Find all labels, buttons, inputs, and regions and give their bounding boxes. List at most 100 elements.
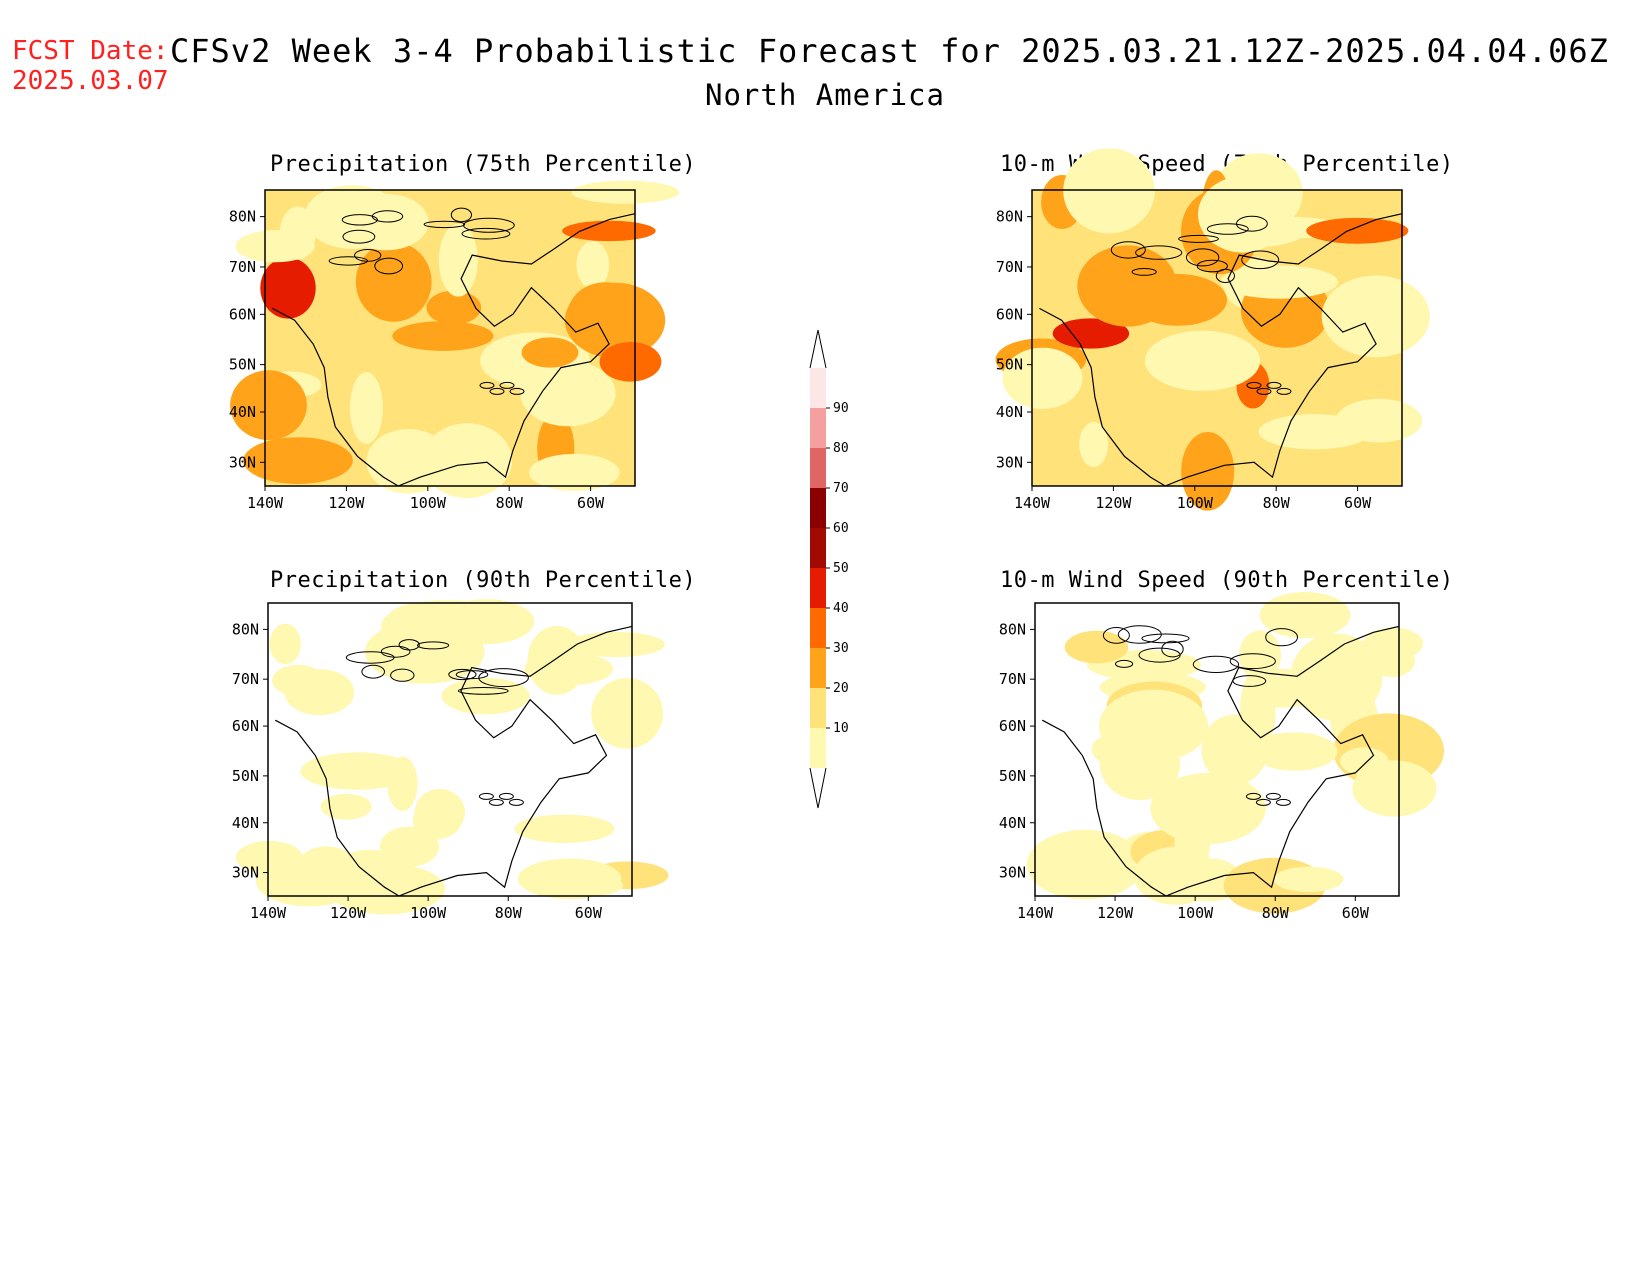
island-outline xyxy=(1135,245,1183,260)
legend-swatch xyxy=(810,368,826,408)
probability-shading xyxy=(527,626,587,695)
island-outline xyxy=(1178,234,1219,243)
probability-shading xyxy=(1258,414,1371,450)
probability-shading xyxy=(1201,714,1268,785)
map-panel-precip-75: 140W 120W 100W 80W 60W 30N 40N 50N 60N 70N 80N xyxy=(229,180,679,512)
lake-outline xyxy=(1265,792,1281,800)
island-outline xyxy=(1192,655,1240,674)
lat-tick-label: 50N xyxy=(996,356,1023,374)
island-outline xyxy=(1196,259,1228,273)
map-panel-wind-75: 140W 120W 100W 80W 60W 30N 40N 50N 60N 70N 80N xyxy=(995,148,1430,512)
lake-outline xyxy=(479,381,495,389)
lat-tick-label: 50N xyxy=(232,767,259,785)
lat-tick-label: 70N xyxy=(229,258,256,276)
probability-shading xyxy=(1259,592,1351,639)
island-outline xyxy=(345,651,395,664)
island-outline xyxy=(1161,640,1184,658)
probability-shading xyxy=(1306,217,1409,244)
probability-shading xyxy=(1144,330,1261,391)
lat-tick-label: 40N xyxy=(232,814,259,832)
probability-shading xyxy=(1220,265,1339,299)
lake-outline xyxy=(498,792,514,800)
island-outline xyxy=(1236,215,1268,232)
coastline xyxy=(272,213,636,487)
lon-tick-label: 60W xyxy=(575,904,603,922)
legend-label: 60 xyxy=(833,521,849,536)
island-outline xyxy=(1110,241,1146,259)
legend-label: 30 xyxy=(833,641,849,656)
lake-outline xyxy=(489,387,505,395)
island-outline xyxy=(1229,653,1276,670)
island-outline xyxy=(374,257,404,275)
island-outline xyxy=(1206,223,1249,235)
probability-shading xyxy=(1077,245,1178,327)
lat-tick-label: 80N xyxy=(232,620,259,638)
coastline xyxy=(275,625,633,897)
legend-swatch xyxy=(810,608,826,648)
island-outline xyxy=(478,668,529,688)
lon-tick-label: 120W xyxy=(1095,494,1132,512)
probability-shading xyxy=(1079,421,1108,468)
probability-shading xyxy=(269,623,301,665)
probability-shading xyxy=(517,858,622,900)
probability-shading xyxy=(255,854,363,907)
probability-shading xyxy=(1174,798,1210,882)
lat-tick-label: 50N xyxy=(999,767,1026,785)
forecast-date-label: FCST Date: 2025.03.07 xyxy=(12,36,169,96)
legend-bottom-arrow xyxy=(809,767,827,809)
lon-tick-label: 140W xyxy=(247,494,284,512)
lon-tick-label: 80W xyxy=(495,904,523,922)
legend-label: 50 xyxy=(833,561,849,576)
lat-tick-label: 80N xyxy=(999,620,1026,638)
probability-shading xyxy=(529,453,620,491)
island-outline xyxy=(461,227,511,240)
lat-tick-label: 30N xyxy=(996,453,1023,471)
color-legend: 10 20 30 40 50 60 70 80 90 xyxy=(809,329,849,809)
probability-shading xyxy=(520,360,616,427)
island-outline xyxy=(398,639,420,651)
probability-shading xyxy=(571,180,679,204)
lat-tick-label: 70N xyxy=(232,670,259,688)
lat-tick-label: 30N xyxy=(229,453,256,471)
probability-shading xyxy=(349,372,383,444)
lon-tick-label: 80W xyxy=(496,494,524,512)
lon-tick-label: 60W xyxy=(577,494,605,512)
island-outline xyxy=(390,668,415,682)
probability-shading xyxy=(599,342,662,382)
lake-outline xyxy=(1245,792,1261,800)
lake-outline xyxy=(1256,387,1272,395)
island-outline xyxy=(1115,659,1134,668)
lake-outline xyxy=(508,798,524,806)
probability-shading xyxy=(1340,747,1389,775)
lat-tick-label: 40N xyxy=(999,814,1026,832)
probability-shading xyxy=(591,678,663,749)
lon-tick-label: 100W xyxy=(1177,904,1214,922)
lon-tick-label: 60W xyxy=(1342,904,1370,922)
island-outline xyxy=(457,687,509,695)
island-outline xyxy=(1241,250,1280,270)
lon-tick-label: 120W xyxy=(1097,904,1134,922)
legend-label: 90 xyxy=(833,401,849,416)
lat-tick-label: 60N xyxy=(232,717,259,735)
probability-shading xyxy=(387,756,418,811)
lon-tick-label: 60W xyxy=(1344,494,1372,512)
island-outline xyxy=(1232,675,1267,687)
probability-shading xyxy=(381,607,457,645)
coastline xyxy=(1039,213,1403,487)
probability-shading xyxy=(438,599,535,645)
island-outline xyxy=(328,256,369,266)
legend-swatch xyxy=(810,648,826,688)
probability-shading xyxy=(1321,275,1430,358)
probability-shading xyxy=(1098,689,1209,762)
probability-shading xyxy=(1063,148,1155,234)
lat-tick-label: 30N xyxy=(232,864,259,882)
legend-swatch xyxy=(810,408,826,448)
lake-outline xyxy=(1266,381,1282,389)
map-frame xyxy=(264,189,636,487)
lat-tick-label: 80N xyxy=(996,208,1023,226)
map-frame xyxy=(1034,602,1400,897)
panel-title-precip-90: Precipitation (90th Percentile) xyxy=(270,568,697,593)
figure-title: CFSv2 Week 3-4 Probabilistic Forecast fo… xyxy=(170,32,1609,70)
panel-title-precip-75: Precipitation (75th Percentile) xyxy=(270,152,697,177)
lat-tick-label: 40N xyxy=(996,403,1023,421)
